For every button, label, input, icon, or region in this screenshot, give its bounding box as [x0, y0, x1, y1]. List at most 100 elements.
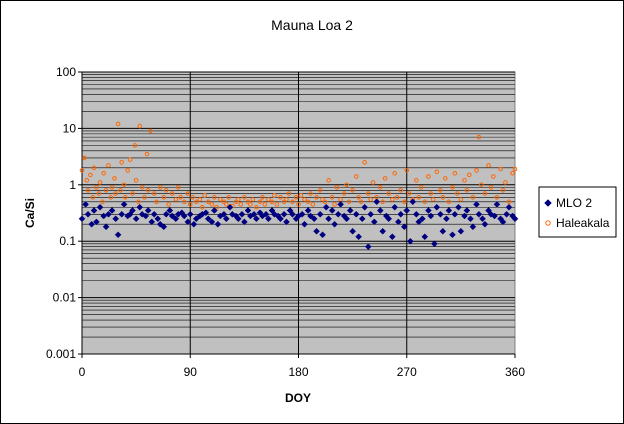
haleakala-point [272, 193, 277, 198]
haleakala-point [452, 170, 458, 176]
haleakala-point [103, 187, 109, 193]
haleakala-point [498, 166, 503, 172]
haleakala-point [257, 199, 263, 205]
haleakala-point [302, 197, 307, 202]
mlo-2-point [307, 212, 314, 220]
series-mlo-2 [78, 198, 519, 251]
haleakala-point [450, 185, 455, 190]
mlo-2-point [214, 220, 222, 228]
x-tick-labels: 0 90 180 270 360 [79, 365, 526, 379]
haleakala-point [418, 185, 424, 190]
mlo-2-point [449, 231, 456, 239]
mlo-2-point [172, 215, 180, 223]
haleakala-point [90, 195, 96, 200]
haleakala-point [212, 195, 217, 200]
mlo-2-point [331, 220, 338, 228]
mlo-2-point [349, 227, 356, 235]
mlo-2-point [463, 207, 471, 214]
haleakala-point [380, 199, 385, 205]
mlo-2-point [376, 207, 384, 214]
mlo-2-point [391, 203, 399, 211]
series-haleakala [79, 121, 518, 210]
haleakala-point [470, 195, 476, 200]
mlo-2-point [407, 237, 414, 245]
haleakala-point [266, 197, 271, 202]
mlo-2-point [358, 215, 366, 223]
haleakala-point [175, 185, 181, 190]
haleakala-point [305, 199, 311, 205]
haleakala-point [190, 195, 195, 200]
haleakala-point [106, 163, 111, 168]
mlo-2-point [166, 207, 174, 214]
y-tick-label: 0.1 [59, 234, 76, 248]
haleakala-point [214, 204, 220, 210]
mlo-2-point [439, 227, 447, 235]
mlo-2-point [457, 227, 465, 235]
legend-box [538, 186, 617, 238]
haleakala-point [142, 195, 147, 200]
mlo-2-point [82, 201, 89, 208]
haleakala-point [248, 202, 253, 207]
haleakala-point [250, 197, 256, 202]
mlo-2-point [491, 212, 498, 220]
mlo-2-point [100, 212, 108, 220]
mlo-2-point [112, 215, 120, 223]
mlo-2-point [419, 215, 426, 223]
mlo-2-point [154, 215, 162, 223]
mlo-2-point [114, 231, 122, 239]
mlo-2-point [105, 210, 112, 218]
mlo-2-point [325, 215, 332, 223]
haleakala-point [286, 191, 292, 196]
haleakala-point [269, 199, 275, 205]
mlo-2-point [475, 210, 483, 218]
haleakala-point [193, 199, 199, 205]
haleakala-point [446, 199, 452, 205]
mlo-2-point [479, 215, 486, 223]
haleakala-point [479, 182, 484, 188]
haleakala-point [108, 195, 114, 200]
mlo-2-point [204, 215, 212, 223]
mlo-2-point [313, 227, 320, 235]
mlo-2-point [397, 210, 405, 218]
mlo-2-point [90, 207, 98, 214]
haleakala-point [365, 191, 371, 196]
haleakala-point [154, 199, 159, 205]
legend-marker-haleakala [545, 220, 551, 226]
mlo-2-point [118, 210, 126, 218]
mlo-2-point [346, 207, 354, 214]
haleakala-point [358, 199, 364, 205]
mlo-2-point [379, 227, 387, 235]
haleakala-point [317, 187, 323, 193]
haleakala-point [226, 195, 232, 200]
haleakala-point [197, 197, 203, 202]
haleakala-point [356, 195, 361, 200]
mlo-2-point [431, 240, 438, 248]
mlo-2-point [352, 210, 360, 218]
haleakala-point [386, 191, 392, 196]
mlo-2-point [148, 218, 156, 226]
haleakala-point [130, 191, 135, 196]
mlo-2-point [186, 210, 194, 218]
mlo-2-point [208, 218, 216, 226]
haleakala-point [438, 187, 443, 193]
mlo-2-point [162, 210, 170, 218]
haleakala-point [137, 123, 143, 129]
mlo-2-point [388, 233, 396, 241]
x-tick-label: 270 [397, 365, 417, 379]
axes [78, 71, 516, 358]
haleakala-point [236, 197, 241, 202]
haleakala-point [94, 185, 99, 190]
haleakala-point [278, 195, 283, 200]
mlo-2-point [108, 207, 116, 214]
x-tick-label: 90 [184, 365, 198, 379]
mlo-2-point [262, 210, 270, 218]
mlo-2-point [210, 207, 218, 214]
mlo-2-point [93, 218, 100, 226]
mlo-2-point [433, 203, 441, 211]
haleakala-point [125, 168, 131, 173]
mlo-2-point [168, 212, 176, 220]
haleakala-point [224, 202, 229, 207]
haleakala-point [262, 202, 268, 207]
mlo-2-point [253, 215, 260, 223]
haleakala-point [344, 182, 349, 188]
